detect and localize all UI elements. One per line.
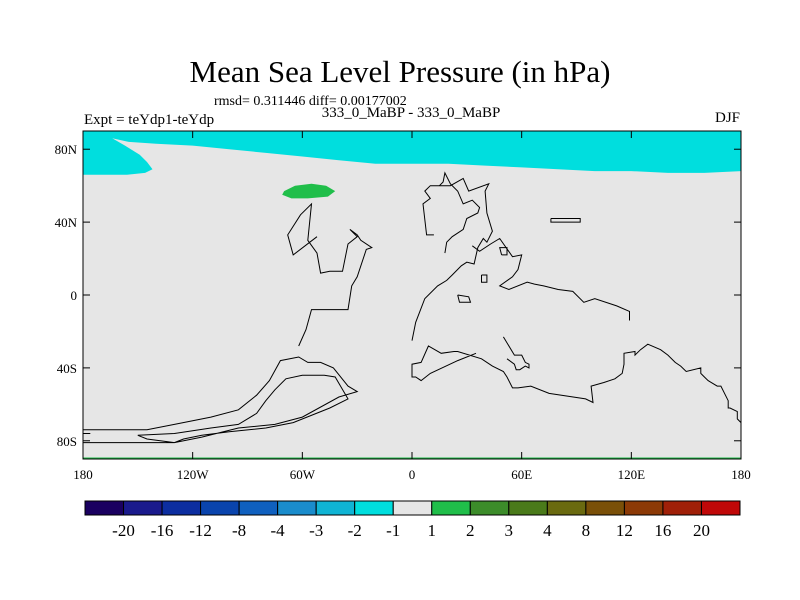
y-tick-label: 0 [71,288,78,303]
coastline-1 [287,202,373,347]
colorbar-box [277,500,317,516]
colorbar-label: -1 [386,521,400,540]
colorbar-box [238,500,279,516]
experiment-label: Expt = teYdp1-teYdp [84,112,215,128]
x-tick-label: 120E [618,467,646,482]
colorbar-box [123,500,163,516]
colorbar-box [623,500,664,516]
island-outline-2 [481,274,488,283]
x-tick-label: 180 [73,467,93,482]
colorbar-label: 16 [654,521,671,540]
x-tick-label: 60W [290,467,316,482]
plot-background [83,131,741,459]
colorbar-box [84,500,125,516]
colorbar-label: -3 [309,521,323,540]
colorbar-label: -16 [151,521,174,540]
colorbar-label: -20 [112,521,135,540]
y-tick-label: 40N [55,215,78,230]
coastline-5 [411,343,741,423]
colorbar-box [508,500,548,516]
colorbar-box [354,500,394,516]
y-tick-label: 80S [57,434,77,449]
north-pacific-positive-anomaly [282,183,336,199]
island-outline-3 [457,294,472,303]
x-tick-label: 0 [409,467,416,482]
chart-subtitle: 333_0_MaBP - 333_0_MaBP [321,105,501,121]
y-tick-label: 40S [57,361,77,376]
arctic-negative-anomaly [83,131,741,175]
coastline-4 [471,237,630,321]
colorbar-label: 1 [428,521,437,540]
colorbar-box [392,500,433,516]
chart-title: Mean Sea Level Pressure (in hPa) [189,54,611,89]
colorbar-label: 12 [616,521,633,540]
colorbar-box [200,500,240,516]
colorbar-label: -2 [348,521,362,540]
island-outline-0 [550,218,581,223]
colorbar-label: 8 [582,521,591,540]
colorbar-label: 3 [505,521,514,540]
coastline-3 [439,171,481,254]
colorbar-box [315,500,356,516]
colorbar-box [431,500,471,516]
colorbar-label: -8 [232,521,246,540]
colorbar-box [546,500,587,516]
colorbar-box [469,500,510,516]
season-label: DJF [714,110,740,126]
coastline-0 [83,356,359,444]
island-outline-1 [499,247,508,256]
colorbar-box [662,500,702,516]
colorbar-label: -4 [271,521,286,540]
x-tick-label: 120W [177,467,210,482]
x-tick-label: 60E [511,467,532,482]
colorbar-label: 20 [693,521,710,540]
coastline-2 [411,177,493,341]
x-tick-label: 180 [731,467,751,482]
colorbar-box [161,500,202,516]
colorbar-label: 2 [466,521,475,540]
colorbar-label: 4 [543,521,552,540]
colorbar-box [585,500,625,516]
stats-line: rmsd= 0.311446 diff= 0.00177002 [214,94,407,109]
coastline-6 [502,336,530,371]
colorbar-label: -12 [189,521,212,540]
y-tick-label: 80N [55,142,78,157]
colorbar-box [700,500,741,516]
